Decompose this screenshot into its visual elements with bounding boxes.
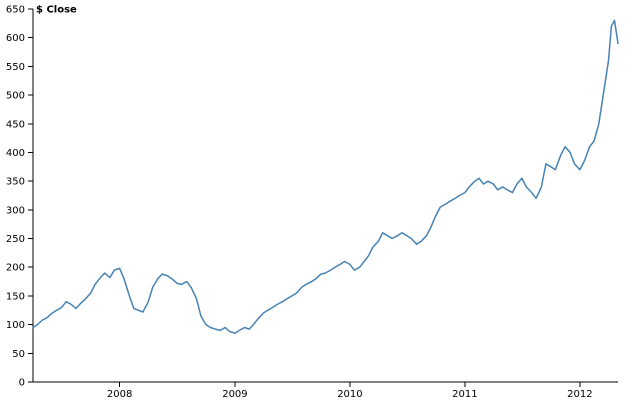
x-axis: 2008 2009 2010 2011 2012 — [33, 381, 618, 400]
y-tick-label: 650 — [6, 5, 25, 16]
series-line — [32, 19, 619, 334]
y-tick-label: 100 — [6, 320, 25, 331]
y-tick-label: 200 — [6, 263, 25, 274]
y-tick-label: 500 — [6, 91, 25, 102]
x-tick-label: 2008 — [107, 389, 132, 400]
y-tick-label: 0 — [19, 378, 25, 389]
y-tick-label: 350 — [6, 177, 25, 188]
y-tick-label: 600 — [6, 33, 25, 44]
y-tick-label: 450 — [6, 119, 25, 130]
y-tick-label: 400 — [6, 148, 25, 159]
y-tick-label: 250 — [6, 234, 25, 245]
y-tick-label: 150 — [6, 291, 25, 302]
y-axis-title: $ Close — [36, 5, 77, 16]
x-tick-label: 2009 — [222, 389, 247, 400]
x-tick-label: 2010 — [337, 389, 362, 400]
x-tick-label: 2012 — [567, 389, 592, 400]
y-tick-label: 50 — [12, 349, 25, 360]
y-tick-label: 300 — [6, 205, 25, 216]
y-axis: 0 50 100 150 200 250 300 350 400 450 500 550 600 650 — [6, 5, 34, 389]
y-tick-label: 550 — [6, 62, 25, 73]
x-tick-label: 2011 — [452, 389, 477, 400]
